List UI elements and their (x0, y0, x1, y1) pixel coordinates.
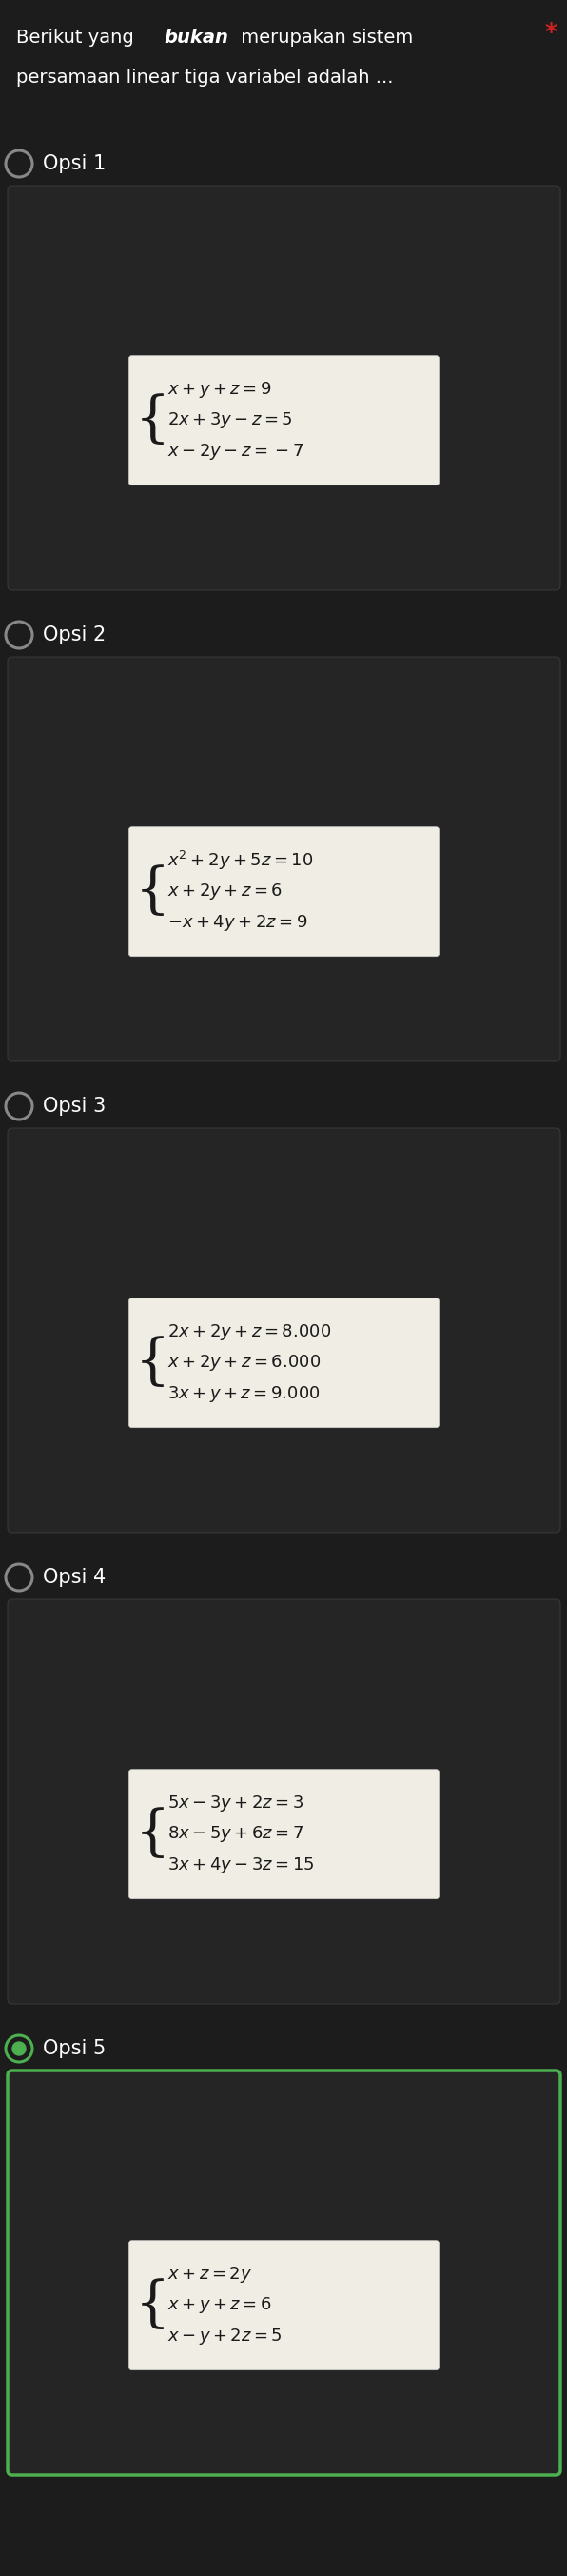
Text: persamaan linear tiga variabel adalah ...: persamaan linear tiga variabel adalah ..… (16, 70, 393, 88)
Text: $2x + 3y - z = 5$: $2x + 3y - z = 5$ (168, 410, 293, 430)
FancyBboxPatch shape (129, 1770, 439, 1899)
FancyBboxPatch shape (7, 2071, 560, 2476)
Text: $x - 2y - z = -7$: $x - 2y - z = -7$ (168, 440, 304, 461)
Text: $x + z = 2y$: $x + z = 2y$ (168, 2264, 253, 2285)
Text: {: { (135, 394, 170, 448)
Text: {: { (135, 866, 170, 920)
Text: Opsi 2: Opsi 2 (43, 626, 106, 644)
Text: $8x - 5y + 6z = 7$: $8x - 5y + 6z = 7$ (168, 1824, 304, 1844)
Text: $x + y + z = 9$: $x + y + z = 9$ (168, 379, 272, 399)
Text: $-x + 4y + 2z = 9$: $-x + 4y + 2z = 9$ (168, 912, 308, 933)
Text: $x - y + 2z = 5$: $x - y + 2z = 5$ (168, 2326, 283, 2347)
FancyBboxPatch shape (7, 1128, 560, 1533)
Text: $5x - 3y + 2z = 3$: $5x - 3y + 2z = 3$ (168, 1793, 304, 1814)
Text: $x + 2y + z = 6.000$: $x + 2y + z = 6.000$ (168, 1352, 321, 1373)
Text: Opsi 4: Opsi 4 (43, 1569, 106, 1587)
Text: $x + y + z = 6$: $x + y + z = 6$ (168, 2295, 272, 2316)
Text: merupakan sistem: merupakan sistem (235, 28, 413, 46)
FancyBboxPatch shape (129, 827, 439, 956)
Circle shape (12, 2043, 26, 2056)
FancyBboxPatch shape (129, 1298, 439, 1427)
Text: Opsi 3: Opsi 3 (43, 1097, 106, 1115)
Text: Opsi 1: Opsi 1 (43, 155, 106, 173)
Text: *: * (545, 21, 557, 44)
FancyBboxPatch shape (7, 657, 560, 1061)
FancyBboxPatch shape (129, 2241, 439, 2370)
Text: {: { (135, 1337, 170, 1388)
Text: $2x + 2y + z = 8.000$: $2x + 2y + z = 8.000$ (168, 1321, 332, 1342)
FancyBboxPatch shape (7, 1600, 560, 2004)
FancyBboxPatch shape (7, 185, 560, 590)
FancyBboxPatch shape (129, 355, 439, 484)
Text: {: { (135, 2280, 170, 2331)
Text: Berikut yang: Berikut yang (16, 28, 140, 46)
Text: $3x + 4y - 3z = 15$: $3x + 4y - 3z = 15$ (168, 1855, 315, 1875)
Text: Opsi 5: Opsi 5 (43, 2040, 106, 2058)
Text: $x^{2} + 2y + 5z = 10$: $x^{2} + 2y + 5z = 10$ (168, 850, 314, 873)
Text: $3x + y + z = 9.000$: $3x + y + z = 9.000$ (168, 1383, 321, 1404)
Text: {: { (135, 1808, 170, 1860)
Text: bukan: bukan (164, 28, 228, 46)
Text: $x + 2y + z = 6$: $x + 2y + z = 6$ (168, 881, 284, 902)
